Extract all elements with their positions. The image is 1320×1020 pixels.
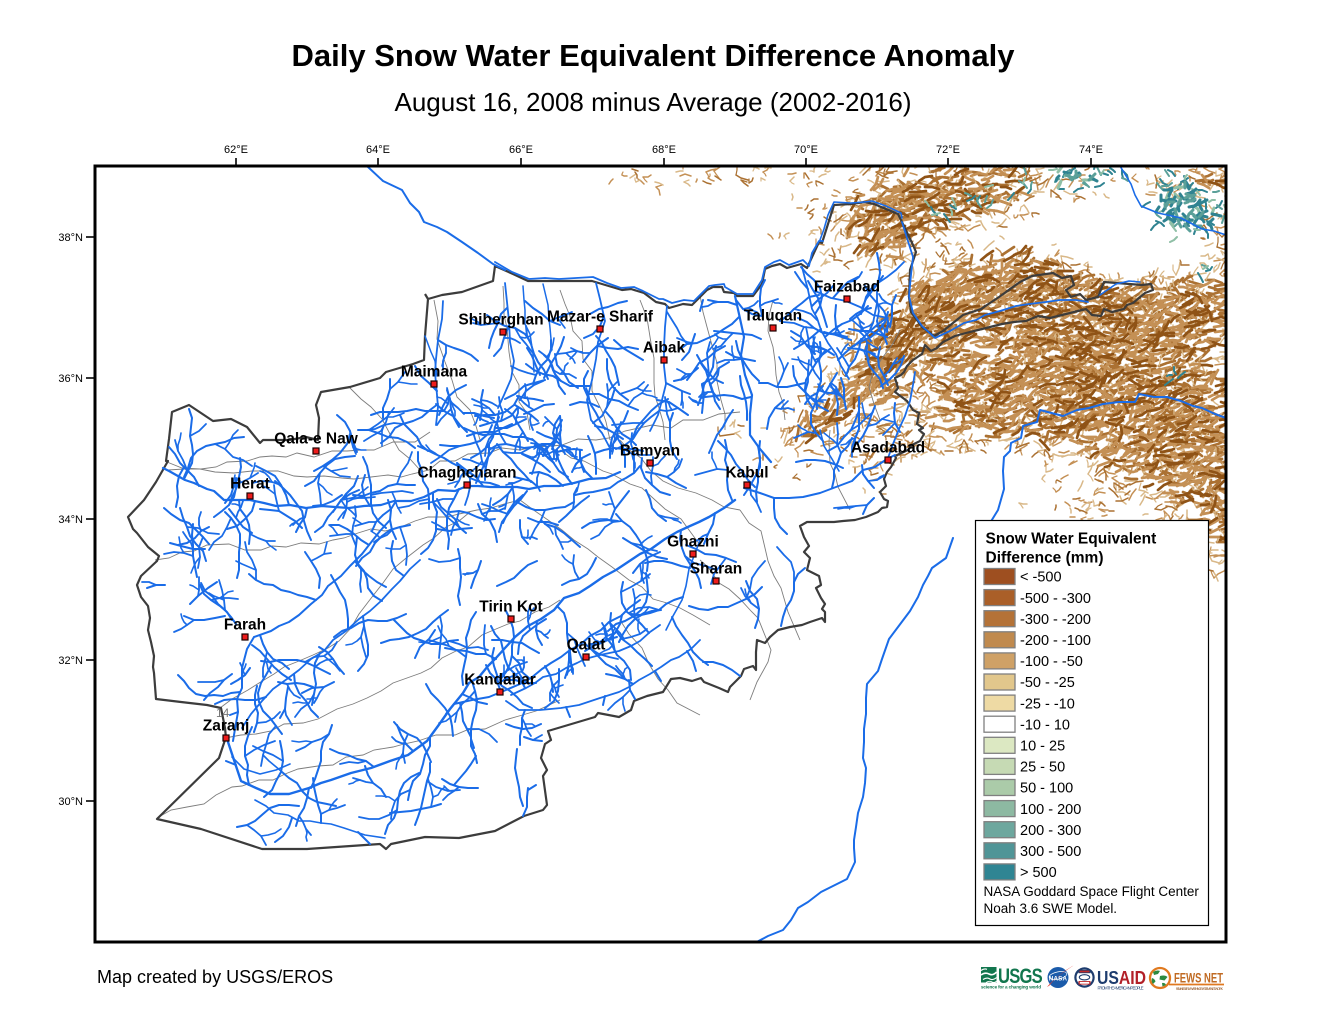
- svg-text:Qalat: Qalat: [567, 637, 606, 654]
- svg-text:FROM THE AMERICAN PEOPLE: FROM THE AMERICAN PEOPLE: [1098, 986, 1144, 991]
- svg-text:Qala-e Naw: Qala-e Naw: [274, 431, 359, 448]
- svg-text:200 - 300: 200 - 300: [1020, 823, 1081, 839]
- svg-text:72°E: 72°E: [936, 144, 960, 156]
- svg-text:Snow Water Equivalent: Snow Water Equivalent: [986, 531, 1157, 548]
- svg-text:science for a changing world: science for a changing world: [981, 985, 1041, 990]
- svg-text:Noah 3.6 SWE Model.: Noah 3.6 SWE Model.: [984, 901, 1118, 916]
- svg-text:Bamyan: Bamyan: [620, 443, 680, 460]
- svg-text:Difference (mm): Difference (mm): [986, 550, 1104, 567]
- svg-text:70°E: 70°E: [794, 144, 818, 156]
- svg-text:25 - 50: 25 - 50: [1020, 760, 1065, 776]
- svg-text:-50 - -25: -50 - -25: [1020, 675, 1075, 691]
- svg-text:Kabul: Kabul: [725, 465, 768, 482]
- svg-text:NASA Goddard Space Flight Cent: NASA Goddard Space Flight Center: [984, 884, 1200, 899]
- svg-text:NASA: NASA: [1049, 976, 1068, 983]
- svg-text:62°E: 62°E: [224, 144, 248, 156]
- svg-text:-500 - -300: -500 - -300: [1020, 591, 1091, 607]
- svg-text:Kandahar: Kandahar: [464, 672, 536, 689]
- svg-text:38°N: 38°N: [58, 232, 83, 244]
- svg-text:Tirin Kot: Tirin Kot: [479, 599, 542, 616]
- svg-text:> 500: > 500: [1020, 865, 1057, 881]
- svg-text:Asadabad: Asadabad: [851, 440, 925, 457]
- svg-text:14: 14: [216, 706, 230, 720]
- svg-text:USGS: USGS: [998, 964, 1043, 988]
- svg-text:Shiberghan: Shiberghan: [458, 312, 543, 329]
- svg-text:USAID: USAID: [1097, 968, 1146, 988]
- svg-text:Chaghcharan: Chaghcharan: [417, 465, 516, 482]
- svg-text:30°N: 30°N: [58, 796, 83, 808]
- svg-text:-200 - -100: -200 - -100: [1020, 633, 1091, 649]
- svg-text:-10 - 10: -10 - 10: [1020, 717, 1070, 733]
- svg-text:-300 - -200: -300 - -200: [1020, 612, 1091, 628]
- svg-text:< -500: < -500: [1020, 570, 1062, 586]
- svg-text:66°E: 66°E: [509, 144, 533, 156]
- svg-text:Sharan: Sharan: [690, 561, 743, 578]
- svg-text:Faizabad: Faizabad: [814, 279, 880, 296]
- svg-text:Aibak: Aibak: [643, 340, 686, 357]
- svg-text:-100 - -50: -100 - -50: [1020, 654, 1083, 670]
- svg-text:Zaranj: Zaranj: [203, 718, 250, 735]
- svg-text:Mazar-e Sharif: Mazar-e Sharif: [547, 309, 654, 326]
- svg-text:FEWS NET: FEWS NET: [1174, 970, 1223, 986]
- svg-text:10 - 25: 10 - 25: [1020, 739, 1065, 755]
- svg-text:64°E: 64°E: [366, 144, 390, 156]
- svg-text:-25 - -10: -25 - -10: [1020, 696, 1075, 712]
- svg-text:FAMINE EARLY WARNING SYSTEMS N: FAMINE EARLY WARNING SYSTEMS NETWORK: [1176, 987, 1224, 991]
- svg-text:68°E: 68°E: [652, 144, 676, 156]
- svg-text:74°E: 74°E: [1079, 144, 1103, 156]
- svg-text:Taluqan: Taluqan: [744, 308, 802, 325]
- svg-text:32°N: 32°N: [58, 655, 83, 667]
- svg-text:Ghazni: Ghazni: [667, 534, 719, 551]
- svg-text:36°N: 36°N: [58, 373, 83, 385]
- svg-text:Herat: Herat: [230, 476, 270, 493]
- svg-text:Maimana: Maimana: [401, 364, 468, 381]
- svg-text:300 - 500: 300 - 500: [1020, 844, 1081, 860]
- svg-text:50 - 100: 50 - 100: [1020, 781, 1073, 797]
- svg-text:34°N: 34°N: [58, 514, 83, 526]
- svg-text:Farah: Farah: [224, 617, 266, 634]
- svg-text:100 - 200: 100 - 200: [1020, 802, 1081, 818]
